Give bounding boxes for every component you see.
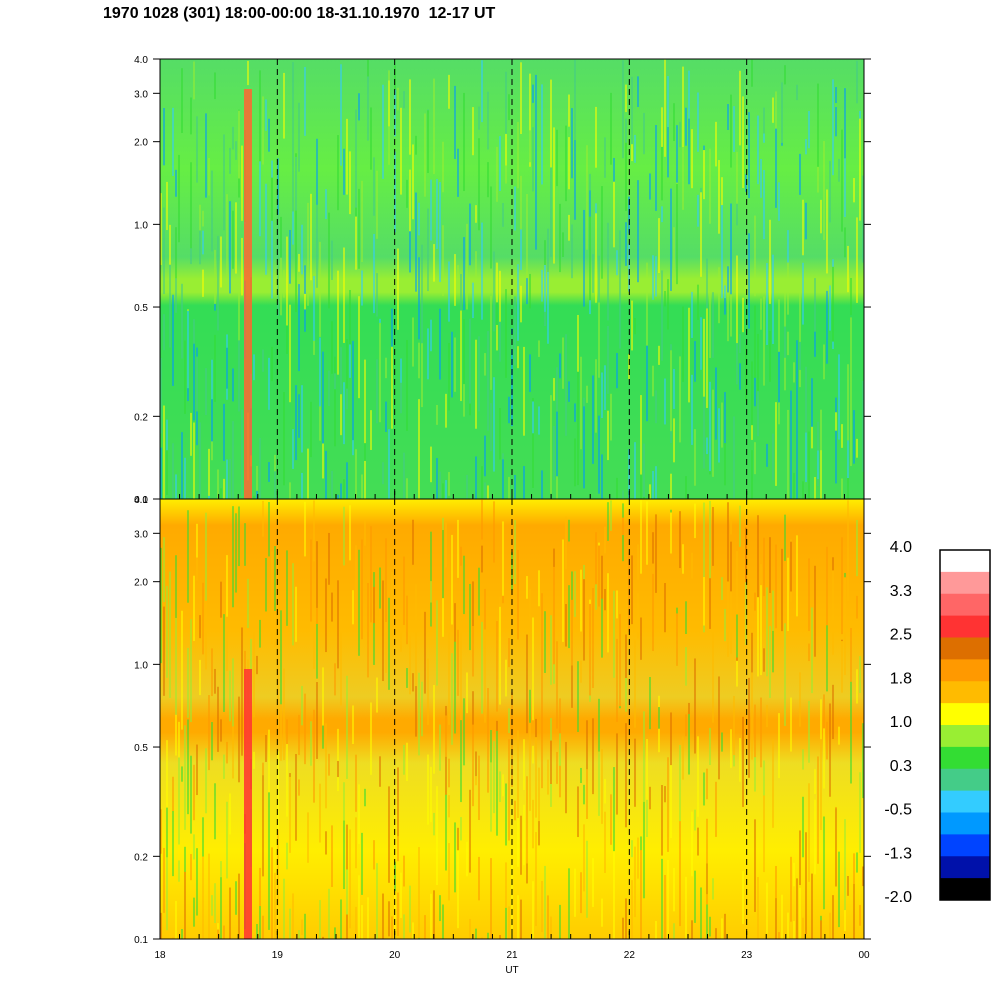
x-tick-label: 23 [741,950,753,961]
colorbar-label: 1.0 [890,714,912,731]
event-streak [244,669,252,939]
colorbar-segment [940,746,990,770]
colorbar-segment [940,790,990,813]
heatmap-panels [159,58,865,940]
y-tick-label: 0.1 [134,495,148,506]
x-axis-label: UT [505,965,518,976]
colorbar-segment [940,615,990,638]
panel-lower [159,498,865,940]
x-tick-label: 20 [389,950,401,961]
y-tick-label: 3.0 [134,89,148,100]
colorbar-segment [940,856,990,879]
y-tick-label: 2.0 [134,138,148,149]
colorbar-segment [940,768,990,792]
colorbar-label: 2.5 [890,627,912,644]
colorbar-label: -1.3 [884,845,912,862]
x-tick-label: 18 [154,950,166,961]
x-tick-label: 19 [272,950,284,961]
y-tick-label: 0.2 [134,412,148,423]
y-tick-label: 0.1 [134,935,148,946]
colorbar-label: 3.3 [890,583,912,600]
colorbar-label: 1.8 [890,670,912,687]
colorbar-segment [940,878,990,901]
x-tick-label: 00 [858,950,870,961]
heatmap-texture [160,499,864,939]
event-streak [244,89,252,499]
y-tick-label: 0.5 [134,743,148,754]
colorbar-label: -0.5 [884,802,912,819]
y-tick-label: 4.0 [134,55,148,66]
chart-title: 1970 1028 (301) 18:00-00:00 18-31.10.197… [103,5,496,22]
colorbar-segment [940,593,990,617]
y-tick-label: 4.0 [134,495,148,506]
y-tick-label: 0.2 [134,852,148,863]
panel-upper [159,58,865,500]
colorbar-segment [940,681,990,704]
colorbar-segment [940,703,990,726]
colorbar-segment [940,571,990,595]
axis-ticks: 4.03.02.01.00.50.20.14.03.02.01.00.50.20… [134,55,871,976]
y-tick-label: 1.0 [134,220,148,231]
colorbar-segment [940,637,990,660]
y-tick-label: 1.0 [134,660,148,671]
y-tick-label: 3.0 [134,529,148,540]
heatmap-texture [160,59,864,499]
x-tick-label: 22 [624,950,636,961]
colorbar: 4.0 3.3 2.5 1.8 1.0 0.3 -0.5 -1.3 -2.0 [884,539,991,906]
x-tick-label: 21 [506,950,518,961]
colorbar-label: -2.0 [884,889,912,906]
colorbar-segment [940,659,990,682]
y-tick-label: 0.5 [134,303,148,314]
colorbar-label: 0.3 [890,758,912,775]
colorbar-frame [939,549,991,901]
colorbar-segment [940,812,990,835]
colorbar-segment [940,550,990,573]
colorbar-segment [940,834,990,857]
colorbar-segment [940,725,990,748]
y-tick-label: 2.0 [134,578,148,589]
colorbar-label: 4.0 [890,539,912,556]
